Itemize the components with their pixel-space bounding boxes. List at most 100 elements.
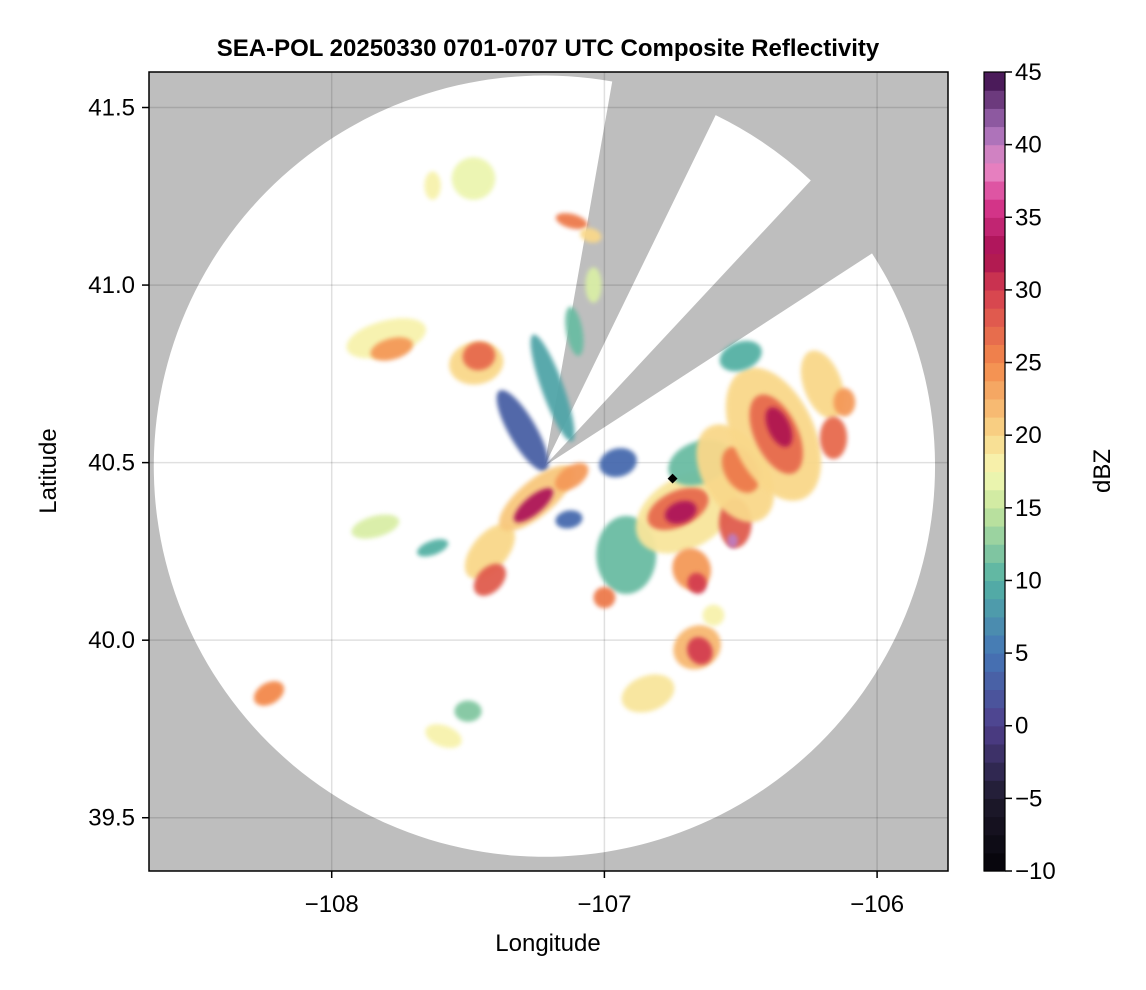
colorbar-tick-label: 35 [1015, 204, 1042, 231]
y-tick-label: 40.5 [88, 450, 135, 477]
colorbar-segment [984, 435, 1005, 454]
colorbar-segment [984, 144, 1005, 164]
colorbar-segment [984, 162, 1005, 182]
colorbar-segment [984, 108, 1005, 128]
colorbar-tick-label: 40 [1015, 132, 1042, 159]
y-tick-label: 39.5 [88, 805, 135, 832]
colorbar-tick-label: 15 [1015, 495, 1042, 522]
colorbar-segment [984, 580, 1005, 600]
colorbar-segment [984, 798, 1005, 818]
colorbar-segment [984, 417, 1005, 436]
marker-layer [667, 473, 678, 484]
colorbar-segment [984, 616, 1005, 636]
colorbar-segment [984, 271, 1005, 291]
colorbar-segment [984, 90, 1005, 109]
echo-cell [555, 510, 583, 529]
colorbar-tick-label: 45 [1015, 59, 1042, 86]
echo-cell [580, 227, 602, 243]
colorbar-segment [984, 380, 1005, 400]
colorbar-segment [984, 671, 1005, 691]
echo-cell [565, 306, 584, 356]
colorbar-segment [984, 525, 1005, 545]
colorbar-segment [984, 562, 1005, 582]
colorbar-tick-label: −10 [1015, 858, 1056, 885]
y-tick-label: 41.0 [88, 272, 135, 299]
echo-cell [425, 724, 462, 749]
echo-cell [555, 213, 588, 230]
echo-cell [554, 462, 589, 491]
colorbar-label: dBZ [1089, 449, 1116, 493]
colorbar-segment [984, 544, 1005, 563]
echo-cell [687, 572, 707, 594]
echo-cell [833, 388, 856, 417]
colorbar-segment [984, 453, 1005, 473]
colorbar-segment [984, 289, 1005, 309]
colorbar-tick-label: −5 [1015, 785, 1042, 812]
y-tick-label: 41.5 [88, 95, 135, 122]
colorbar: −10 −5 0 5 10 15 20 25 30 35 40 45 [983, 59, 1056, 885]
echo-cell [253, 681, 285, 706]
echo-cell [800, 350, 845, 419]
colorbar-tick-label: 10 [1015, 567, 1042, 594]
echo-cell [599, 448, 637, 478]
colorbar-segment [984, 253, 1005, 273]
echo-cell [593, 586, 616, 609]
y-axis-label: Latitude [35, 428, 62, 513]
colorbar-segment [984, 780, 1005, 799]
echo-cell [464, 523, 515, 579]
x-tick-label: −108 [305, 891, 359, 918]
colorbar-segment [984, 653, 1005, 672]
reflectivity-echoes [253, 157, 856, 749]
echo-cell [513, 488, 554, 523]
colorbar-segment [984, 362, 1005, 382]
colorbar-segment [984, 834, 1005, 854]
colorbar-segment [984, 707, 1005, 727]
x-axis-label: Longitude [495, 930, 600, 957]
y-axis: 39.5 40.0 40.5 41.0 41.5 [88, 95, 149, 832]
colorbar-segment [984, 598, 1005, 618]
colorbar-segment [984, 471, 1005, 491]
colorbar-segment [984, 762, 1005, 781]
colorbar-segment [984, 489, 1005, 509]
echo-cell [496, 390, 549, 472]
echo-cell [585, 267, 602, 303]
colorbar-segment [984, 344, 1005, 364]
colorbar-segment [984, 634, 1005, 654]
colorbar-segment [984, 72, 1005, 91]
colorbar-segment [984, 308, 1005, 327]
echo-cell [417, 539, 449, 557]
colorbar-segment [984, 217, 1005, 237]
echo-cell [454, 700, 482, 722]
colorbar-segment [984, 235, 1005, 255]
colorbar-segment [984, 199, 1005, 218]
echo-cell [765, 407, 793, 447]
echo-cell [473, 563, 506, 596]
colorbar-tick-label: 20 [1015, 422, 1042, 449]
echo-cell [351, 514, 400, 539]
colorbar-tick-label: 0 [1015, 713, 1028, 740]
x-axis: −108 −107 −106 [305, 871, 904, 918]
echo-cell [462, 341, 496, 371]
echo-cell [370, 337, 413, 361]
colorbar-segment [984, 326, 1005, 345]
echo-cell [727, 533, 739, 548]
colorbar-segment [984, 126, 1005, 146]
colorbar-segment [984, 689, 1005, 709]
echo-cell [621, 674, 675, 713]
echo-cell [530, 334, 575, 442]
colorbar-segment [984, 743, 1005, 763]
echo-cell [702, 604, 725, 626]
x-tick-label: −106 [850, 891, 904, 918]
colorbar-frame [983, 71, 1006, 872]
colorbar-segment [984, 725, 1005, 745]
colorbar-segment [984, 852, 1005, 872]
chart-title: SEA-POL 20250330 0701-0707 UTC Composite… [217, 35, 880, 62]
location-marker [667, 473, 678, 484]
x-tick-label: −107 [577, 891, 631, 918]
colorbar-segment [984, 398, 1005, 418]
echo-cell [451, 157, 496, 200]
plot-area [149, 72, 948, 871]
colorbar-tick-label: 30 [1015, 277, 1042, 304]
y-tick-label: 40.0 [88, 627, 135, 654]
